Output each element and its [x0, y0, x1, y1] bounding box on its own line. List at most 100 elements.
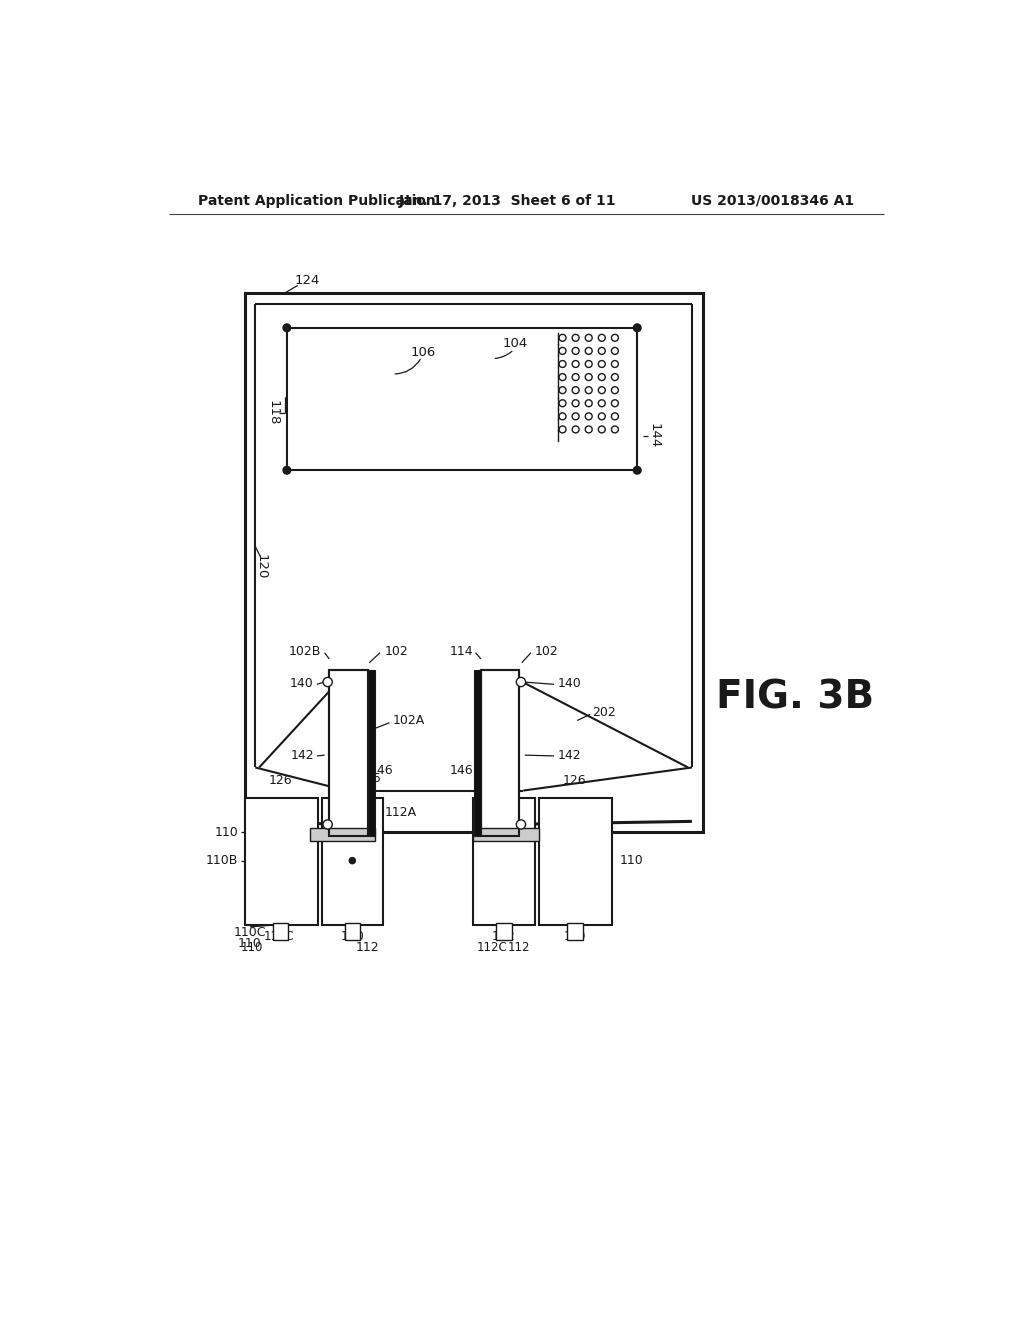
Text: 106: 106	[411, 346, 436, 359]
Bar	[567, 923, 583, 940]
Text: 114: 114	[450, 644, 473, 657]
Text: 110C: 110C	[264, 929, 295, 942]
Circle shape	[634, 323, 641, 331]
Text: 110: 110	[241, 941, 263, 954]
Circle shape	[598, 347, 605, 354]
Bar	[310, 829, 376, 841]
Text: 118: 118	[266, 400, 280, 425]
Circle shape	[559, 360, 566, 367]
Bar	[245, 797, 317, 924]
Text: 112: 112	[356, 941, 380, 954]
Text: 102A: 102A	[392, 714, 425, 727]
Circle shape	[283, 323, 291, 331]
Circle shape	[611, 413, 618, 420]
Text: 110: 110	[215, 825, 239, 838]
Bar	[539, 797, 611, 924]
Circle shape	[572, 400, 580, 407]
Circle shape	[634, 466, 641, 474]
Circle shape	[559, 426, 566, 433]
Text: 126: 126	[341, 774, 365, 787]
Circle shape	[598, 400, 605, 407]
Bar	[287, 327, 637, 470]
Text: 110: 110	[563, 929, 586, 942]
Circle shape	[572, 413, 580, 420]
Circle shape	[598, 413, 605, 420]
Circle shape	[559, 334, 566, 342]
Text: 146: 146	[450, 764, 473, 777]
Text: 152: 152	[493, 929, 516, 942]
Circle shape	[586, 400, 592, 407]
Circle shape	[559, 413, 566, 420]
Circle shape	[572, 360, 580, 367]
Circle shape	[586, 334, 592, 342]
Circle shape	[611, 426, 618, 433]
Circle shape	[516, 677, 525, 686]
Circle shape	[586, 387, 592, 393]
Bar	[330, 671, 368, 836]
Circle shape	[611, 347, 618, 354]
Text: 202: 202	[593, 706, 616, 719]
Text: 150: 150	[340, 929, 365, 942]
Text: 110B: 110B	[206, 854, 239, 867]
Circle shape	[586, 374, 592, 380]
Text: 124: 124	[295, 273, 321, 286]
Text: 144: 144	[647, 422, 660, 449]
Circle shape	[611, 334, 618, 342]
Circle shape	[572, 334, 580, 342]
Circle shape	[598, 360, 605, 367]
Bar	[481, 671, 519, 836]
Bar	[322, 797, 383, 924]
Text: 120: 120	[255, 554, 268, 579]
Text: 146: 146	[357, 772, 381, 785]
Bar	[473, 797, 535, 924]
Circle shape	[559, 374, 566, 380]
Text: 102B: 102B	[289, 644, 322, 657]
Circle shape	[598, 374, 605, 380]
Circle shape	[586, 360, 592, 367]
Circle shape	[598, 334, 605, 342]
Bar	[474, 671, 481, 836]
Text: 102: 102	[385, 644, 409, 657]
Circle shape	[586, 426, 592, 433]
Circle shape	[572, 426, 580, 433]
Text: 112C: 112C	[477, 941, 508, 954]
Text: 142: 142	[290, 748, 313, 762]
Circle shape	[598, 426, 605, 433]
Circle shape	[323, 677, 333, 686]
Bar	[473, 829, 539, 841]
Text: 126: 126	[563, 774, 587, 787]
Bar	[481, 671, 519, 836]
Circle shape	[559, 387, 566, 393]
Bar	[245, 293, 702, 832]
Bar	[345, 923, 360, 940]
Text: 142: 142	[558, 748, 582, 762]
Circle shape	[572, 347, 580, 354]
Circle shape	[611, 360, 618, 367]
Text: 104: 104	[503, 337, 528, 350]
Circle shape	[283, 466, 291, 474]
Text: 112A: 112A	[385, 807, 417, 820]
Text: 146: 146	[370, 764, 393, 777]
Text: 110: 110	[620, 854, 643, 867]
Circle shape	[572, 387, 580, 393]
Text: Jan. 17, 2013  Sheet 6 of 11: Jan. 17, 2013 Sheet 6 of 11	[399, 194, 616, 207]
Text: 126: 126	[269, 774, 293, 787]
Text: 110: 110	[238, 937, 262, 950]
Circle shape	[586, 347, 592, 354]
Text: 126: 126	[493, 774, 516, 787]
Text: 140: 140	[558, 677, 582, 690]
Circle shape	[349, 858, 355, 863]
Text: 102: 102	[535, 644, 558, 657]
Bar	[330, 671, 368, 836]
Text: 112: 112	[508, 941, 530, 954]
Circle shape	[559, 400, 566, 407]
Text: US 2013/0018346 A1: US 2013/0018346 A1	[691, 194, 854, 207]
Circle shape	[559, 347, 566, 354]
Circle shape	[611, 400, 618, 407]
Text: FIG. 3B: FIG. 3B	[716, 678, 873, 717]
Bar	[273, 923, 289, 940]
Bar	[497, 923, 512, 940]
Circle shape	[572, 374, 580, 380]
Circle shape	[611, 387, 618, 393]
Text: Patent Application Publication: Patent Application Publication	[199, 194, 436, 207]
